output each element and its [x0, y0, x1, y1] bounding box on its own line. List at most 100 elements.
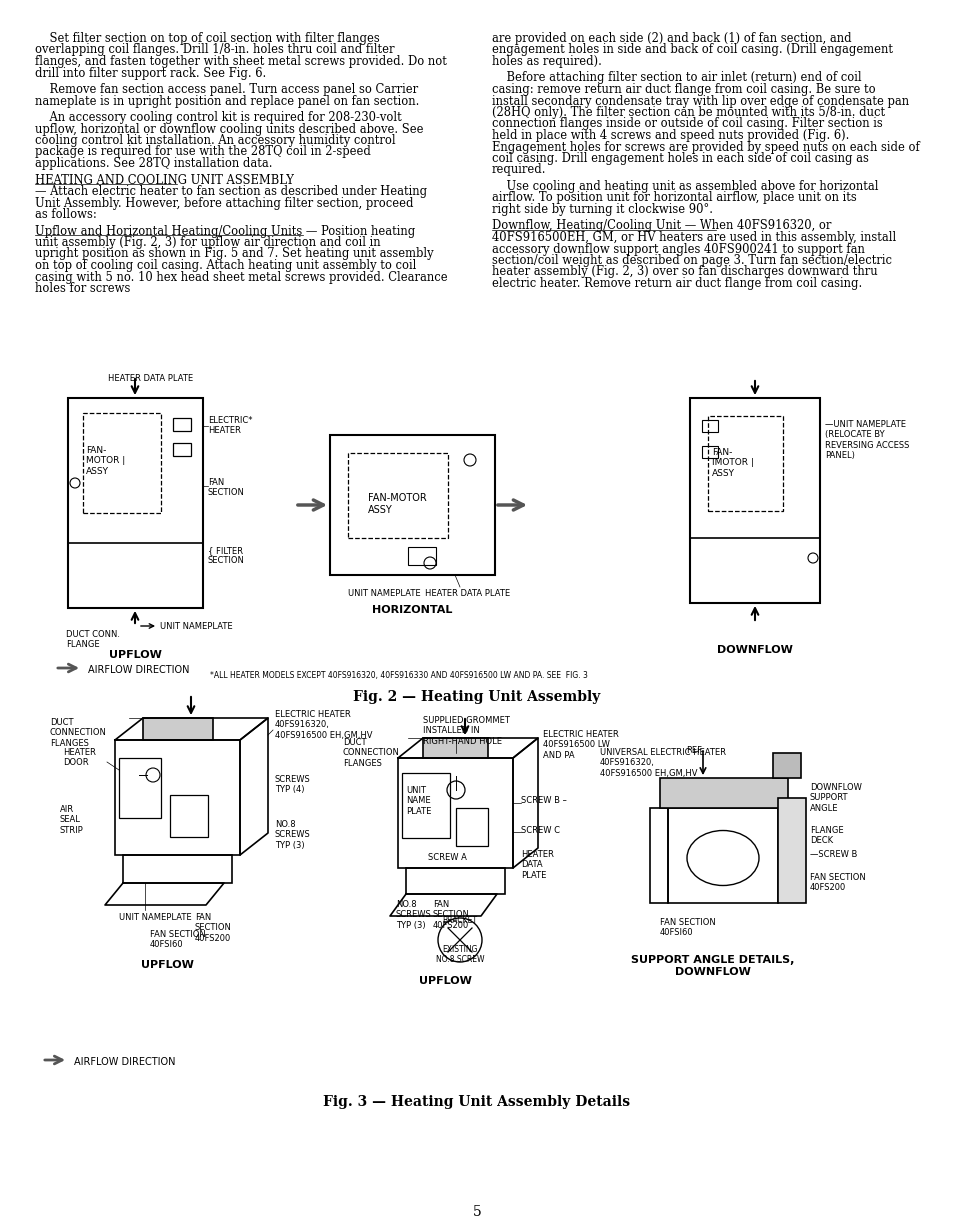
Text: — Attach electric heater to fan section as described under Heating: — Attach electric heater to fan section …	[35, 185, 427, 198]
Text: accessory downflow support angles 40FS900241 to support fan: accessory downflow support angles 40FS90…	[492, 242, 864, 255]
Text: FAN SECTION
40FSI60: FAN SECTION 40FSI60	[659, 919, 715, 937]
Text: install secondary condensate tray with lip over edge of condensate pan: install secondary condensate tray with l…	[492, 95, 908, 108]
Text: package is required for use with the 28TQ coil in 2-speed: package is required for use with the 28T…	[35, 145, 371, 158]
Text: cooling control kit installation. An accessory humidity control: cooling control kit installation. An acc…	[35, 134, 395, 147]
Text: 40FS916500EH, GM, or HV heaters are used in this assembly, install: 40FS916500EH, GM, or HV heaters are used…	[492, 231, 895, 244]
Bar	[123, 855, 232, 883]
Text: Fig. 3 — Heating Unit Assembly Details: Fig. 3 — Heating Unit Assembly Details	[323, 1095, 630, 1109]
Text: electric heater. Remove return air duct flange from coil casing.: electric heater. Remove return air duct …	[492, 278, 862, 290]
Text: connection flanges inside or outside of coil casing. Filter section is: connection flanges inside or outside of …	[492, 118, 882, 130]
Bar	[143, 718, 213, 740]
Bar	[115, 740, 240, 855]
Text: flanges, and fasten together with sheet metal screws provided. Do not: flanges, and fasten together with sheet …	[35, 55, 446, 68]
Text: AIRFLOW DIRECTION: AIRFLOW DIRECTION	[74, 1057, 175, 1067]
Text: Fig. 2 — Heating Unit Assembly: Fig. 2 — Heating Unit Assembly	[353, 690, 600, 704]
Bar	[778, 798, 805, 903]
Text: casing with 5 no. 10 hex head sheet metal screws provided. Clearance: casing with 5 no. 10 hex head sheet meta…	[35, 270, 447, 284]
Text: AIRFLOW DIRECTION: AIRFLOW DIRECTION	[88, 666, 190, 675]
Text: Use cooling and heating unit as assembled above for horizontal: Use cooling and heating unit as assemble…	[492, 181, 878, 193]
Text: ELECTRIC HEATER
40FS916320,
40FS916500 EH,GM,HV: ELECTRIC HEATER 40FS916320, 40FS916500 E…	[274, 710, 372, 739]
Bar	[701, 446, 718, 458]
Bar	[689, 398, 820, 603]
Text: unit assembly (Fig. 2, 3) for upflow air direction and coil in: unit assembly (Fig. 2, 3) for upflow air…	[35, 236, 380, 249]
Text: UNIT NAMEPLATE: UNIT NAMEPLATE	[119, 912, 192, 922]
Bar	[659, 779, 787, 808]
Text: SCREW C: SCREW C	[520, 826, 559, 835]
Bar	[408, 546, 436, 565]
Bar	[397, 758, 513, 868]
Text: Upflow and Horizontal Heating/Cooling Units — Position heating: Upflow and Horizontal Heating/Cooling Un…	[35, 225, 415, 237]
Text: Set filter section on top of coil section with filter flanges: Set filter section on top of coil sectio…	[35, 32, 379, 45]
Bar	[348, 453, 448, 538]
Text: UPFLOW: UPFLOW	[418, 976, 471, 986]
Bar	[707, 416, 782, 511]
Text: Remove fan section access panel. Turn access panel so Carrier: Remove fan section access panel. Turn ac…	[35, 84, 417, 96]
Bar	[68, 398, 203, 608]
Text: —UNIT NAMEPLATE
(RELOCATE BY
REVERSING ACCESS
PANEL): —UNIT NAMEPLATE (RELOCATE BY REVERSING A…	[824, 420, 908, 460]
Text: held in place with 4 screws and speed nuts provided (Fig. 6).: held in place with 4 screws and speed nu…	[492, 129, 848, 142]
Text: BRACKET: BRACKET	[442, 916, 477, 925]
Bar	[422, 738, 488, 758]
Text: holes for screws: holes for screws	[35, 282, 131, 295]
Text: SUPPLIED GROMMET
INSTALLED IN
RIGHT-HAND HOLE: SUPPLIED GROMMET INSTALLED IN RIGHT-HAND…	[422, 716, 509, 745]
Text: FAN
SECTION: FAN SECTION	[208, 478, 245, 497]
Text: UNIVERSAL ELECTRIC HEATER
40FS916320,
40FS916500 EH,GM,HV: UNIVERSAL ELECTRIC HEATER 40FS916320, 40…	[599, 748, 725, 777]
Text: HEATING AND COOLING UNIT ASSEMBLY: HEATING AND COOLING UNIT ASSEMBLY	[35, 173, 294, 187]
Text: FLANGE
DECK: FLANGE DECK	[809, 826, 842, 845]
Text: nameplate is in upright position and replace panel on fan section.: nameplate is in upright position and rep…	[35, 95, 419, 108]
Text: Downflow, Heating/Cooling Unit — When 40FS916320, or: Downflow, Heating/Cooling Unit — When 40…	[492, 220, 830, 232]
Text: are provided on each side (2) and back (1) of fan section, and: are provided on each side (2) and back (…	[492, 32, 851, 45]
Text: right side by turning it clockwise 90°.: right side by turning it clockwise 90°.	[492, 203, 712, 216]
Text: applications. See 28TQ installation data.: applications. See 28TQ installation data…	[35, 157, 273, 169]
Text: UNIT NAMEPLATE: UNIT NAMEPLATE	[348, 589, 420, 598]
Bar	[172, 443, 191, 456]
Text: FAN SECTION
40FS200: FAN SECTION 40FS200	[809, 873, 864, 893]
Text: section/coil weight as described on page 3. Turn fan section/electric: section/coil weight as described on page…	[492, 254, 891, 266]
Text: EXISTING
NO.8 SCREW: EXISTING NO.8 SCREW	[436, 946, 484, 964]
Text: engagement holes in side and back of coil casing. (Drill engagement: engagement holes in side and back of coi…	[492, 43, 892, 56]
Text: UPFLOW: UPFLOW	[140, 960, 193, 970]
Bar	[170, 795, 208, 837]
Text: UNIT
NAME
PLATE: UNIT NAME PLATE	[406, 786, 431, 815]
Bar	[83, 413, 161, 513]
Text: HEATER
DATA
PLATE: HEATER DATA PLATE	[520, 850, 554, 879]
Text: UNIT NAMEPLATE: UNIT NAMEPLATE	[160, 623, 233, 631]
Text: HEATER DATA PLATE: HEATER DATA PLATE	[424, 589, 510, 598]
Text: upright position as shown in Fig. 5 and 7. Set heating unit assembly: upright position as shown in Fig. 5 and …	[35, 248, 434, 260]
Bar	[701, 420, 718, 432]
Text: HEATER
DOOR: HEATER DOOR	[63, 748, 95, 768]
Text: on top of cooling coil casing. Attach heating unit assembly to coil: on top of cooling coil casing. Attach he…	[35, 259, 416, 271]
Text: (28HQ only). The filter section can be mounted with its 5/8-in. duct: (28HQ only). The filter section can be m…	[492, 106, 884, 119]
Text: FAN
SECTION
40FS200: FAN SECTION 40FS200	[194, 912, 232, 943]
Bar	[119, 758, 161, 818]
Text: DOWNFLOW
SUPPORT
ANGLE: DOWNFLOW SUPPORT ANGLE	[809, 783, 861, 813]
Text: heater assembly (Fig. 2, 3) over so fan discharges downward thru: heater assembly (Fig. 2, 3) over so fan …	[492, 265, 877, 279]
Text: overlapping coil flanges. Drill 1/8-in. holes thru coil and filter: overlapping coil flanges. Drill 1/8-in. …	[35, 43, 395, 56]
Bar	[172, 418, 191, 431]
Text: casing: remove return air duct flange from coil casing. Be sure to: casing: remove return air duct flange fr…	[492, 84, 875, 96]
Text: *ALL HEATER MODELS EXCEPT 40FS916320, 40FS916330 AND 40FS916500 LW AND PA. SEE  : *ALL HEATER MODELS EXCEPT 40FS916320, 40…	[210, 670, 587, 680]
Text: { FILTER
SECTION: { FILTER SECTION	[208, 546, 245, 565]
Text: holes as required).: holes as required).	[492, 55, 601, 68]
Text: —SCREW B: —SCREW B	[809, 850, 857, 860]
Text: NO.8
SCREWS
TYP (3): NO.8 SCREWS TYP (3)	[395, 900, 432, 930]
Text: FAN SECTION
40FSI60: FAN SECTION 40FSI60	[150, 930, 206, 949]
Text: as follows:: as follows:	[35, 208, 96, 221]
Text: Engagement holes for screws are provided by speed nuts on each side of: Engagement holes for screws are provided…	[492, 140, 919, 154]
Text: coil casing. Drill engagement holes in each side of coil casing as: coil casing. Drill engagement holes in e…	[492, 152, 868, 165]
Bar	[667, 808, 778, 903]
Text: HEATER DATA PLATE: HEATER DATA PLATE	[108, 375, 193, 383]
Text: SCREW B –: SCREW B –	[520, 796, 566, 806]
Bar	[406, 868, 504, 894]
Text: FAN
SECTION
40FS200: FAN SECTION 40FS200	[433, 900, 470, 930]
Bar	[649, 808, 667, 903]
Bar	[772, 753, 801, 779]
Text: 5: 5	[472, 1205, 481, 1219]
Text: An accessory cooling control kit is required for 208-230-volt: An accessory cooling control kit is requ…	[35, 111, 401, 124]
Text: ELECTRIC*
HEATER: ELECTRIC* HEATER	[208, 416, 253, 436]
Text: DOWNFLOW: DOWNFLOW	[717, 645, 792, 655]
Text: NO.8
SCREWS
TYP (3): NO.8 SCREWS TYP (3)	[274, 820, 311, 850]
Text: DUCT CONN.
FLANGE: DUCT CONN. FLANGE	[66, 630, 120, 650]
Text: SCREW A: SCREW A	[428, 853, 466, 862]
Text: FAN-
IMOTOR |
ASSY: FAN- IMOTOR | ASSY	[711, 448, 753, 478]
